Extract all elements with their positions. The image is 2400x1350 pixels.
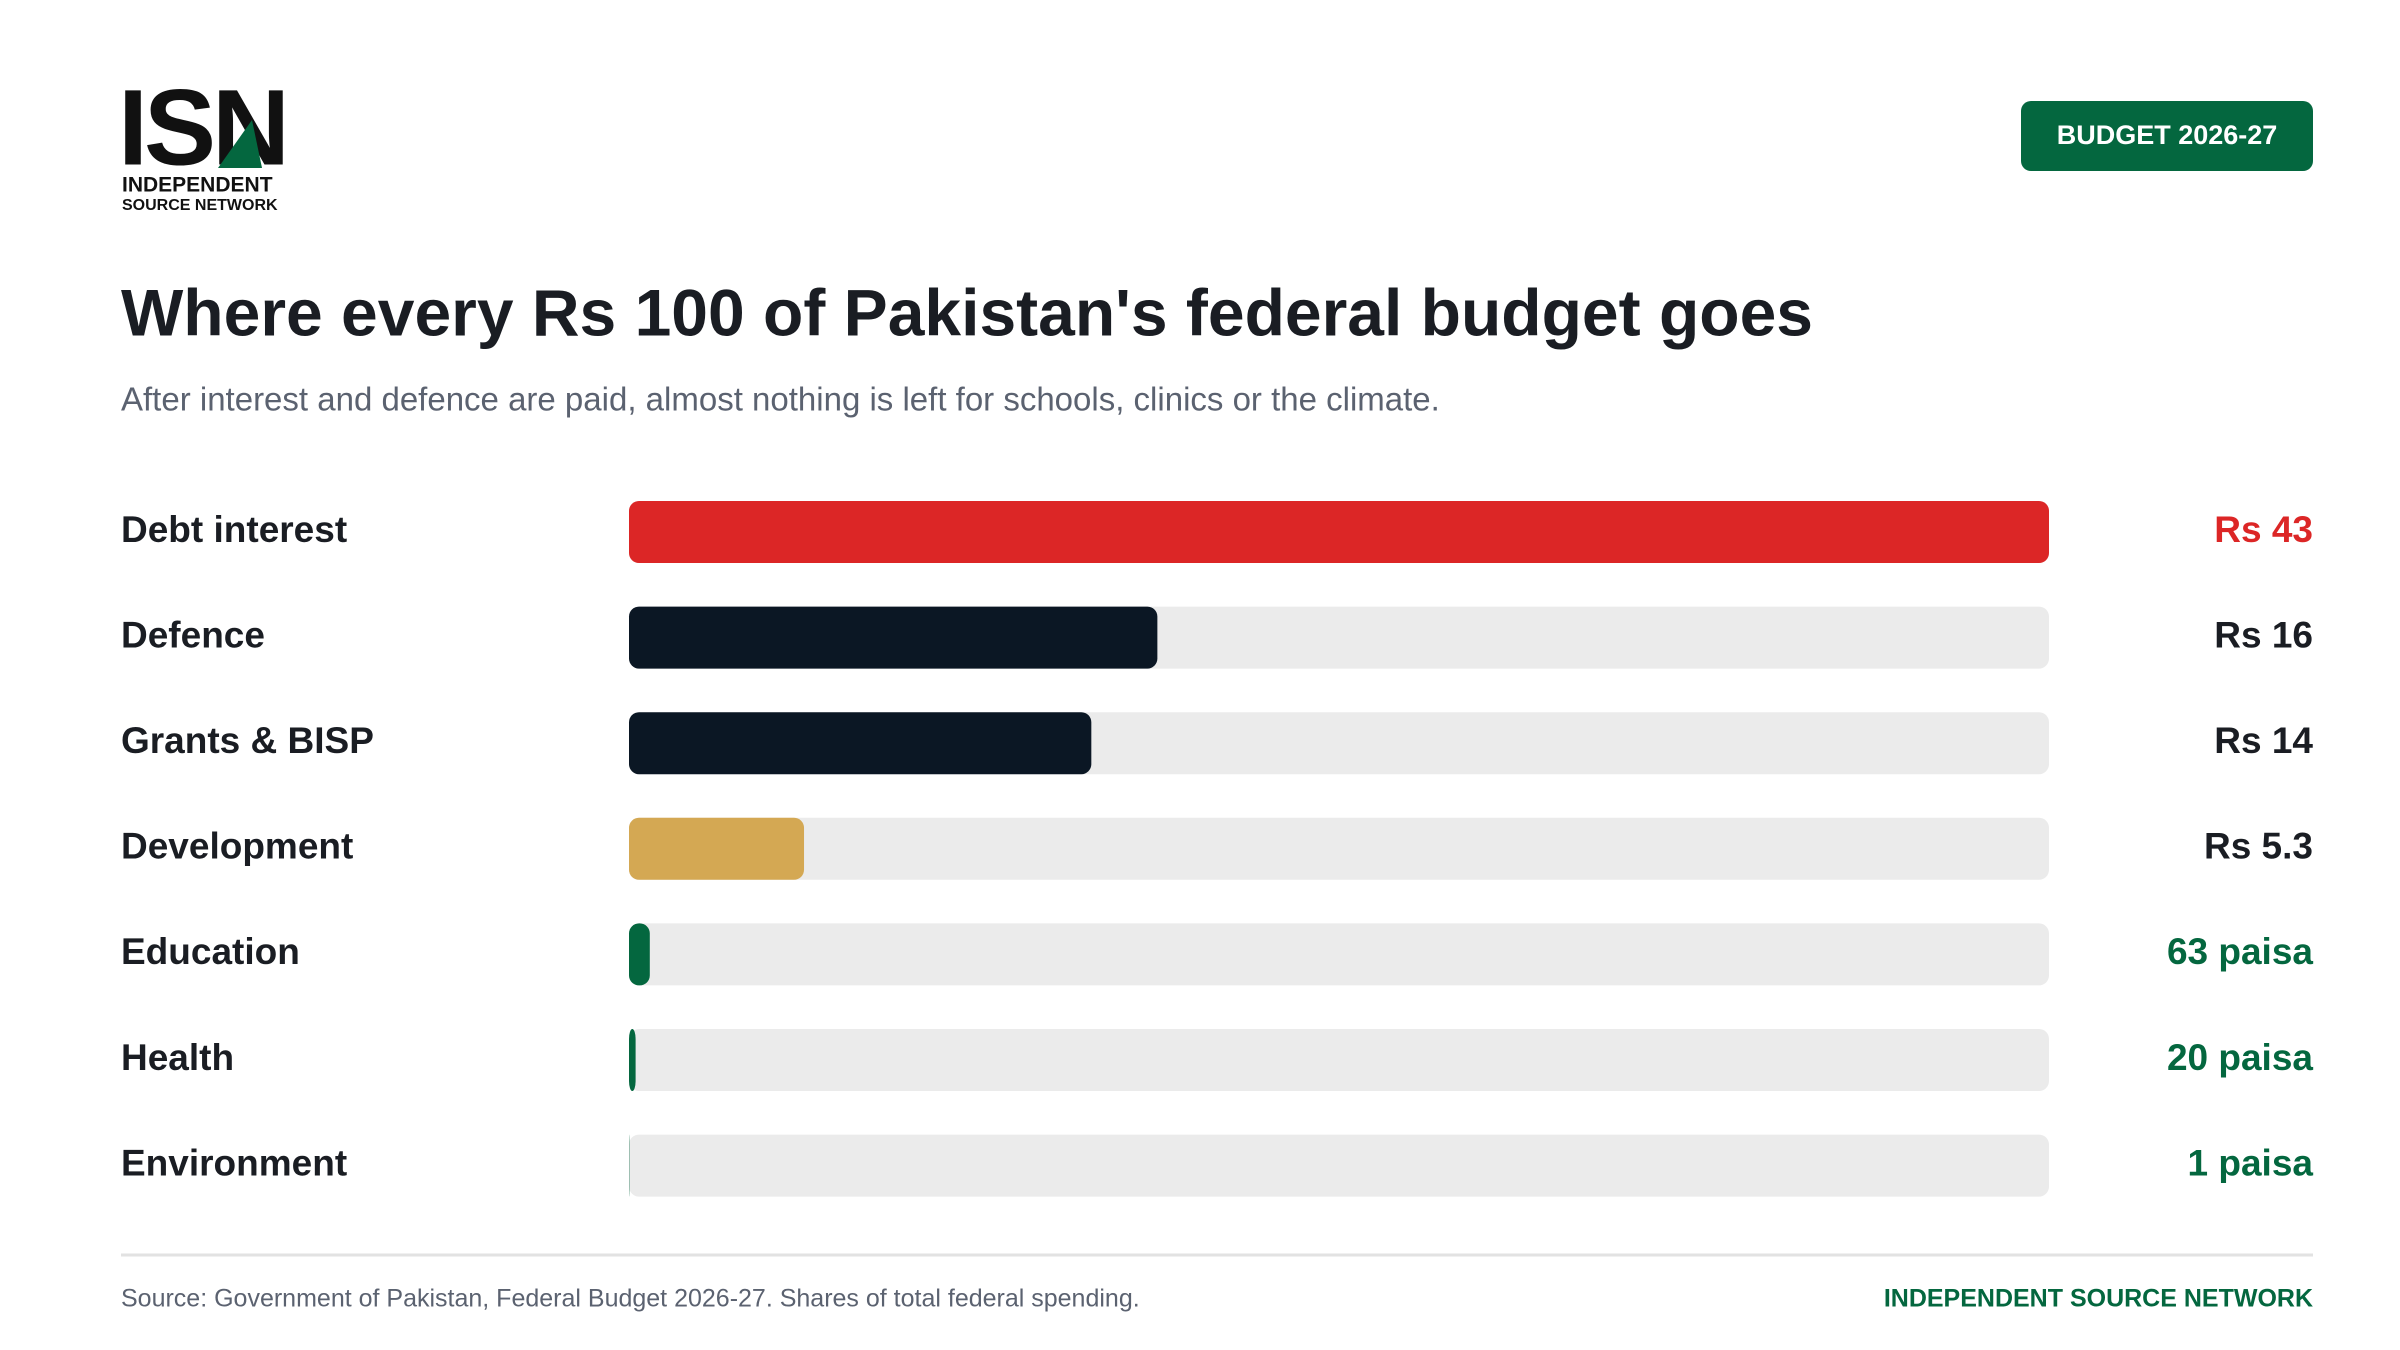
bar-track [629, 1029, 2049, 1091]
footer-brand: INDEPENDENT SOURCE NETWORK [1884, 1285, 2313, 1313]
logo-line: SOURCE NETWORK [122, 197, 278, 214]
category-label: Grants & BISP [121, 720, 374, 761]
value-label: Rs 14 [2214, 720, 2313, 761]
bar [629, 817, 805, 880]
value-label: Rs 5.3 [2204, 826, 2313, 867]
bar [629, 1029, 636, 1091]
category-label: Development [121, 826, 353, 867]
bar-track [629, 1134, 2049, 1197]
chart-title: Where every Rs 100 of Pakistan's federal… [121, 275, 1813, 349]
bar [629, 923, 650, 986]
logo-accent [218, 120, 262, 168]
bar-rows: Debt interest Rs 43 Defence Rs 16 Grants & B… [121, 501, 2313, 1197]
badge [2021, 101, 2313, 171]
chart-subtitle: After interest and defence are paid, alm… [121, 381, 1440, 418]
value-label: 20 paisa [2167, 1037, 2313, 1078]
bar [629, 606, 1158, 669]
bar-track [629, 923, 2049, 986]
category-label: Environment [121, 1142, 347, 1183]
value-label: 1 paisa [2188, 1142, 2314, 1183]
logo-line: INDEPENDENT [122, 174, 273, 197]
value-label: Rs 16 [2214, 614, 2313, 655]
category-label: Education [121, 931, 300, 972]
source-note: Source: Government of Pakistan, Federal … [121, 1285, 1140, 1313]
badge-text: BUDGET 2026-27 [2057, 120, 2278, 150]
value-label: Rs 43 [2214, 509, 2313, 550]
category-label: Debt interest [121, 509, 347, 550]
bar-track [629, 817, 2049, 880]
logo-mark: ISN [118, 67, 286, 188]
category-label: Health [121, 1037, 234, 1078]
bar [629, 501, 2049, 563]
bar [629, 712, 1092, 775]
value-label: 63 paisa [2167, 931, 2313, 972]
category-label: Defence [121, 614, 265, 655]
